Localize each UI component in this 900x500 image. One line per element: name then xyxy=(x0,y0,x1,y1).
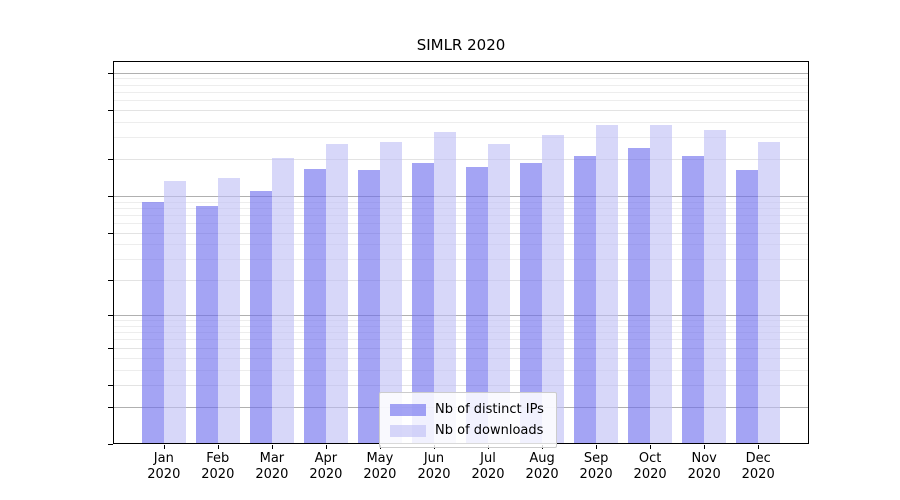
y-tick-mark xyxy=(108,280,113,282)
bar-distinct-ips xyxy=(249,190,272,443)
gridline xyxy=(114,201,808,203)
bar-distinct-ips xyxy=(628,147,651,443)
x-tick-mark xyxy=(217,445,219,449)
bar-distinct-ips xyxy=(412,163,434,443)
y-tick-mark xyxy=(108,158,113,160)
gridline xyxy=(114,195,808,197)
gridline xyxy=(114,384,808,386)
legend-swatch xyxy=(390,403,426,416)
x-tick-label: Aug 2020 xyxy=(525,451,559,482)
x-tick-label: Oct 2020 xyxy=(633,451,667,482)
x-tick-label: Sep 2020 xyxy=(579,451,613,482)
bar-distinct-ips xyxy=(574,156,597,443)
gridline xyxy=(114,280,808,282)
bar-downloads xyxy=(379,141,402,443)
x-tick-label: Nov 2020 xyxy=(687,451,721,482)
y-tick-mark xyxy=(108,72,113,74)
y-tick-mark xyxy=(108,347,113,349)
x-tick-label: Feb 2020 xyxy=(201,451,235,482)
gridline xyxy=(114,100,808,101)
y-tick-mark xyxy=(108,444,113,445)
gridline xyxy=(114,320,808,322)
x-tick-mark xyxy=(596,445,598,449)
gridline xyxy=(114,78,808,80)
gridline xyxy=(114,158,808,160)
legend-row: Nb of downloads xyxy=(390,420,544,441)
bar-downloads xyxy=(163,180,186,443)
x-tick-label: Dec 2020 xyxy=(741,451,775,482)
x-tick-mark xyxy=(704,445,706,449)
gridline xyxy=(114,315,808,317)
gridline xyxy=(114,244,808,246)
bar-downloads xyxy=(704,130,727,443)
gridline xyxy=(114,339,808,341)
gridline xyxy=(114,121,808,123)
x-tick-label: Mar 2020 xyxy=(255,451,289,482)
bar-distinct-ips xyxy=(466,166,488,443)
bar-distinct-ips xyxy=(736,169,759,443)
gridline xyxy=(114,332,808,334)
x-tick-label: May 2020 xyxy=(363,451,397,482)
gridline xyxy=(114,84,808,86)
gridline xyxy=(114,259,808,261)
chart-title: SIMLR 2020 xyxy=(416,36,506,54)
y-tick-mark xyxy=(108,406,113,408)
legend-swatch xyxy=(390,424,426,437)
x-tick-mark xyxy=(758,445,760,449)
gridline xyxy=(114,347,808,349)
y-tick-mark xyxy=(108,195,113,197)
bar-downloads xyxy=(217,178,240,443)
bar-distinct-ips xyxy=(520,163,543,443)
y-tick-mark xyxy=(108,315,113,317)
bar-downloads xyxy=(325,143,348,443)
bar-downloads xyxy=(434,131,456,443)
x-tick-label: Jul 2020 xyxy=(471,451,505,482)
gridline xyxy=(114,72,808,74)
legend-label: Nb of distinct IPs xyxy=(435,402,544,417)
gridline xyxy=(114,207,808,209)
gridline xyxy=(114,325,808,327)
x-tick-label: Apr 2020 xyxy=(309,451,343,482)
bar-downloads xyxy=(596,125,619,443)
bar-distinct-ips xyxy=(682,155,705,443)
bar-distinct-ips xyxy=(357,169,380,443)
legend-row: Nb of distinct IPs xyxy=(390,399,544,420)
bar-downloads xyxy=(758,142,781,443)
x-tick-mark xyxy=(325,445,327,449)
x-tick-label: Jun 2020 xyxy=(417,451,451,482)
x-tick-label: Jan 2020 xyxy=(147,451,181,482)
legend: Nb of distinct IPs Nb of downloads xyxy=(379,392,557,448)
bar-distinct-ips xyxy=(141,202,164,443)
gridline xyxy=(114,214,808,216)
gridline xyxy=(114,357,808,359)
gridline xyxy=(114,109,808,111)
bar-downloads xyxy=(271,157,294,443)
y-tick-mark xyxy=(108,384,113,386)
bar-distinct-ips xyxy=(195,205,218,443)
bar-distinct-ips xyxy=(303,168,326,443)
legend-label: Nb of downloads xyxy=(435,423,544,438)
gridline xyxy=(114,369,808,371)
bar-downloads xyxy=(542,135,565,443)
gridline xyxy=(114,223,808,224)
gridline xyxy=(114,91,808,93)
gridline xyxy=(114,137,808,139)
bar-downloads xyxy=(488,144,510,443)
y-tick-mark xyxy=(108,232,113,234)
bar-downloads xyxy=(650,125,673,443)
gridline xyxy=(114,232,808,234)
y-tick-mark xyxy=(108,109,113,111)
x-tick-mark xyxy=(271,445,273,449)
x-tick-mark xyxy=(163,445,165,449)
x-tick-mark xyxy=(650,445,652,449)
